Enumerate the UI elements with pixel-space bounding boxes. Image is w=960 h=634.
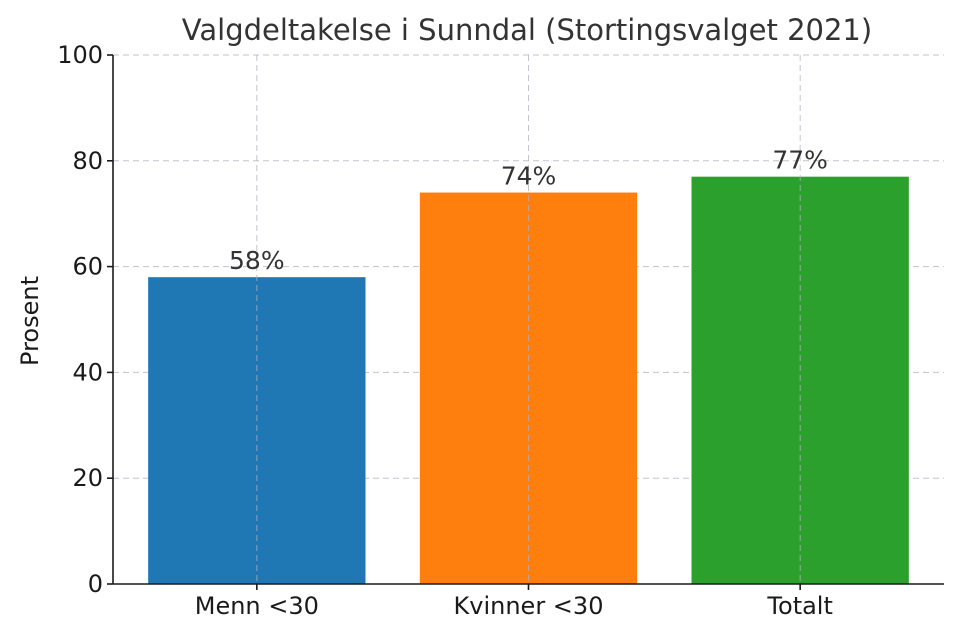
y-tick-label: 100 (57, 41, 103, 69)
y-tick-label: 40 (72, 358, 103, 386)
bar-value-label: 77% (772, 146, 828, 175)
bar-value-label: 74% (501, 162, 557, 191)
y-tick-label: 60 (72, 253, 103, 281)
y-tick-label: 80 (72, 147, 103, 175)
x-tick-label: Totalt (766, 592, 832, 620)
y-tick-label: 0 (88, 570, 103, 598)
tick-labels: 0 20 40 60 80 100 Menn <30 Kvinner <30 Totalt (57, 41, 833, 620)
bar-value-label: 58% (229, 246, 285, 275)
y-axis-label: Prosent (16, 276, 44, 366)
y-tick-label: 20 (72, 464, 103, 492)
data-labels: 58% 74% 77% (229, 55, 828, 584)
x-tick-label: Menn <30 (195, 592, 319, 620)
chart-title: Valgdeltakelse i Sunndal (Stortingsvalge… (182, 13, 872, 47)
x-tick-label: Kvinner <30 (454, 592, 604, 620)
